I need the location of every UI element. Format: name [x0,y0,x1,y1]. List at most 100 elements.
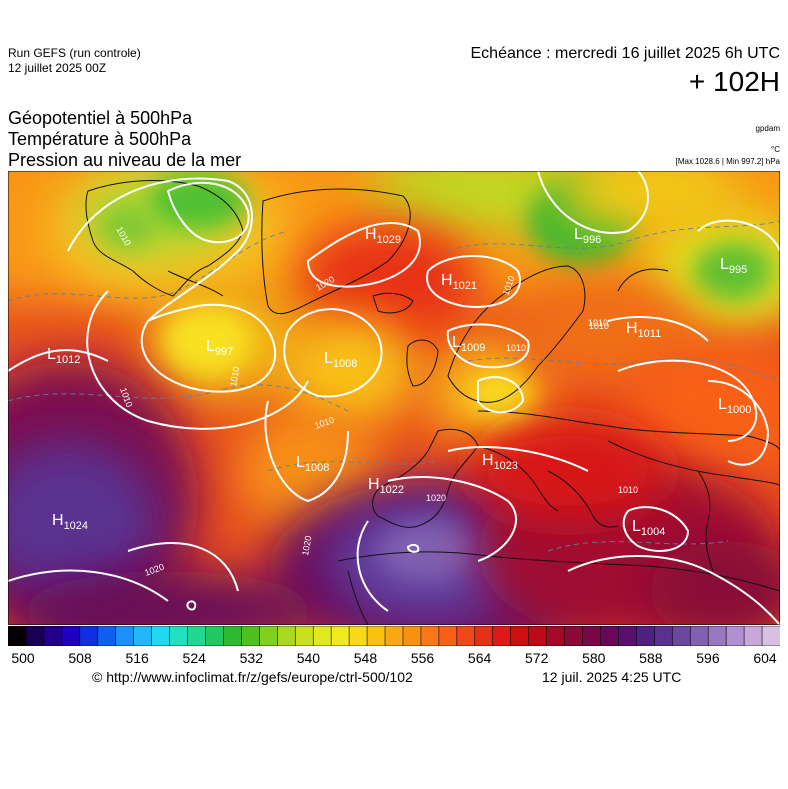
lead-time: + 102H [688,66,780,97]
pressure-center-value: 1029 [377,234,401,246]
colorbar-swatch [510,626,530,646]
param-temperature: Température à 500hPa [8,129,192,149]
colorbar-swatch [151,626,171,646]
pressure-center-type: L [452,334,461,351]
geopotential-contours [8,220,780,552]
temperature-field [8,171,780,625]
colorbar-swatch [671,626,692,646]
colorbar-swatch [97,626,117,646]
isobar-label: 1020 [426,493,446,503]
colorbar-tick-label: 588 [639,650,663,666]
colorbar-swatch [546,626,566,646]
svg-text:L1012: L1012 [47,346,80,366]
colorbar-tick-label: 572 [525,650,549,666]
run-date: 12 juillet 2025 00Z [8,61,107,75]
isobar-label: 1020 [300,535,313,556]
pressure-center-type: L [324,350,333,367]
pressure-center-value: 1021 [453,280,477,292]
forecast-valid-time: Echéance : mercredi 16 juillet 2025 6h U… [470,45,781,62]
svg-text:H1022: H1022 [368,476,404,496]
colorbar-swatch [276,626,297,646]
colorbar [8,626,780,646]
param-pressure: Pression au niveau de la mer [8,150,242,170]
colorbar-swatch [187,626,207,646]
pressure-center-value: 1009 [461,342,485,354]
colorbar-swatch [61,626,81,646]
colorbar-swatch [312,626,332,646]
isobar-label: 1010 [228,366,241,387]
svg-text:L1008: L1008 [324,350,357,370]
colorbar-swatch [330,626,350,646]
svg-text:L996: L996 [574,226,601,246]
colorbar-tick-label: 580 [582,650,606,666]
pressure-center-type: L [632,518,641,535]
colorbar-swatch [636,626,656,646]
colorbar-swatch [600,626,620,646]
colorbar-labels: 500 508 516 524 532 540 548 556 564 572 580 588 596 6… [8,650,780,666]
colorbar-swatch [474,626,494,646]
colorbar-swatch [492,626,512,646]
colorbar-swatch [402,626,422,646]
colorbar-swatch [420,626,440,646]
pressure-center-type: H [441,272,453,289]
run-label: Run GEFS (run controle) [8,46,141,60]
pressure-center-value: 1012 [56,354,80,366]
svg-text:H1023: H1023 [482,452,518,472]
colorbar-tick-label: 564 [467,650,492,666]
svg-text:L1004: L1004 [632,518,665,538]
weather-map: 1010 1020 1010 1010 1010 1010 1010 1020 … [8,171,780,625]
param-geopotential: Géopotentiel à 500hPa [8,108,193,128]
colorbar-tick-label: 500 [11,650,35,666]
pressure-center-value: 995 [729,264,747,276]
colorbar-swatch [294,626,315,646]
pressure-center-type: L [718,396,727,413]
pressure-center-value: 1011 [638,328,662,340]
colorbar-swatch [8,626,27,646]
colorbar-swatch [707,626,727,646]
colorbar-swatch [241,626,261,646]
colorbar-swatch [384,626,404,646]
colorbar-swatch [133,626,153,646]
colorbar-tick-label: 596 [696,650,720,666]
colorbar-swatch [169,626,189,646]
isobar-label: 1010 [506,343,526,353]
pressure-center-type: L [574,226,583,243]
colorbar-swatch [43,626,63,646]
pressure-center-type: H [626,320,638,337]
colorbar-swatch [223,626,243,646]
svg-text:L997: L997 [206,338,233,358]
generation-timestamp: 12 juil. 2025 4:25 UTC [542,669,682,685]
colorbar-swatch [618,626,638,646]
pressure-center-type: L [296,454,305,471]
colorbar-swatch [438,626,458,646]
isobar-label: 1010 [618,485,638,495]
svg-text:H1024: H1024 [52,512,88,532]
pressure-center-value: 1008 [305,462,329,474]
pressure-center-value: 1010 [589,321,609,331]
pressure-centers: H1029 L996 L995 H1021 L1010 H1011 L1012 … [47,226,751,538]
colorbar-swatch [366,626,386,646]
pressure-center-value: 1024 [64,520,88,532]
pressure-center-value: 1000 [727,404,751,416]
svg-text:L1009: L1009 [452,334,485,354]
pressure-center-value: 997 [215,346,233,358]
pressure-center-value: 1004 [641,526,665,538]
pressure-center-value: 996 [583,234,601,246]
colorbar-swatch [743,626,763,646]
colorbar-swatch [654,626,674,646]
svg-text:L995: L995 [720,256,747,276]
pressure-center-type: H [368,476,380,493]
svg-text:H1011: H1011 [626,320,661,340]
colorbar-swatch [115,626,135,646]
source-credit: © http://www.infoclimat.fr/z/gefs/europe… [92,669,413,685]
unit-temperature: °C [771,145,780,154]
pressure-center-value: 1008 [333,358,357,370]
colorbar-swatch [528,626,548,646]
pressure-center-type: L [720,256,729,273]
colorbar-swatch [348,626,368,646]
colorbar-swatch [582,626,602,646]
colorbar-tick-label: 548 [353,650,378,666]
unit-geopotential: gpdam [755,124,780,133]
isobar-label: 1010 [588,318,608,328]
colorbar-tick-label: 604 [753,650,777,666]
